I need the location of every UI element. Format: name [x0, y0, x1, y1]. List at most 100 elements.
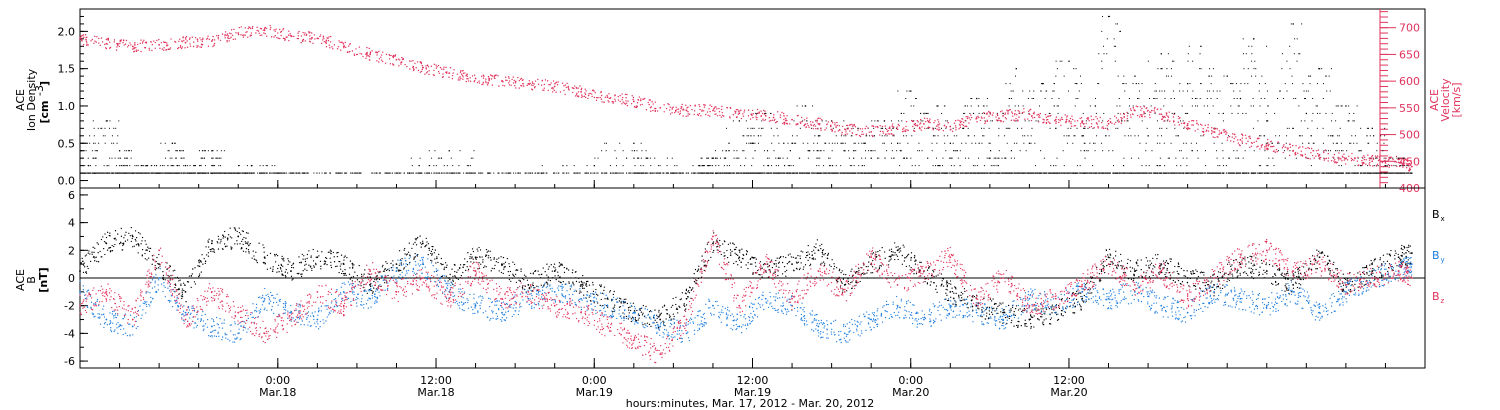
density-point: [750, 135, 752, 137]
density-point: [944, 172, 946, 174]
velocity-point: [163, 47, 165, 49]
density-point: [1328, 172, 1330, 174]
velocity-point: [142, 41, 144, 43]
density-point: [183, 165, 185, 167]
density-point: [841, 142, 843, 144]
density-point: [80, 157, 82, 159]
density-point: [1304, 120, 1306, 122]
density-point: [117, 172, 119, 174]
density-point: [1194, 172, 1196, 174]
density-point: [945, 127, 947, 129]
density-point: [536, 172, 538, 174]
density-point: [851, 165, 853, 167]
density-point: [563, 172, 565, 174]
density-point: [911, 172, 913, 174]
density-point: [1340, 105, 1342, 107]
density-point: [943, 105, 945, 107]
density-point: [1268, 157, 1270, 159]
density-point: [168, 172, 170, 174]
density-point: [439, 157, 441, 159]
density-point: [808, 172, 810, 174]
density-point: [1283, 98, 1285, 99]
velocity-point: [81, 40, 83, 42]
density-point: [1232, 83, 1234, 85]
velocity-series: [79, 24, 1413, 172]
density-point: [629, 172, 631, 174]
density-point: [160, 172, 162, 174]
density-point: [97, 172, 99, 174]
density-point: [840, 165, 842, 167]
density-point: [770, 112, 772, 114]
density-point: [557, 172, 559, 174]
density-point: [1236, 172, 1238, 174]
density-point: [1348, 172, 1350, 174]
density-point: [1098, 53, 1100, 55]
density-point: [154, 165, 156, 167]
density-point: [1126, 172, 1128, 174]
density-point: [269, 172, 271, 174]
density-point: [640, 142, 642, 144]
density-point: [861, 157, 863, 159]
density-point: [602, 172, 604, 174]
density-point: [1122, 165, 1124, 167]
density-point: [154, 172, 156, 174]
density-point: [1156, 120, 1158, 122]
density-point: [699, 165, 701, 167]
density-point: [1085, 172, 1087, 174]
density-point: [1115, 45, 1117, 47]
density-point: [809, 172, 811, 174]
density-point: [238, 172, 240, 174]
density-point: [1059, 60, 1061, 62]
density-point: [1283, 172, 1285, 174]
density-point: [770, 172, 772, 174]
density-point: [742, 150, 744, 152]
density-point: [833, 172, 835, 174]
density-point: [205, 172, 207, 174]
density-point: [943, 172, 945, 174]
density-point: [146, 165, 148, 167]
density-point: [1239, 97, 1242, 100]
velocity-point: [184, 37, 187, 39]
density-point: [1211, 75, 1213, 77]
density-point: [246, 165, 248, 167]
density-point: [934, 172, 936, 174]
density-point: [922, 172, 924, 174]
density-point: [457, 172, 459, 174]
density-point: [984, 112, 986, 114]
density-point: [291, 172, 293, 174]
density-point: [188, 172, 190, 174]
density-point: [1065, 172, 1067, 174]
density-point: [173, 165, 175, 167]
density-point: [1332, 172, 1334, 174]
density-point: [167, 165, 169, 167]
density-point: [1128, 105, 1130, 107]
density-point: [1274, 112, 1276, 114]
density-point: [1095, 172, 1097, 174]
density-point: [1102, 15, 1104, 17]
density-point: [1351, 135, 1353, 137]
density-point: [1350, 142, 1352, 144]
density-point: [1059, 172, 1061, 174]
density-point: [193, 165, 195, 167]
density-point: [786, 172, 788, 174]
density-point: [1231, 172, 1233, 174]
density-point: [1378, 172, 1380, 174]
density-point: [169, 157, 171, 159]
velocity-point: [199, 37, 201, 39]
velocity-point: [226, 33, 229, 35]
density-point: [1318, 68, 1320, 70]
velocity-point: [168, 48, 170, 51]
density-point: [159, 172, 161, 174]
density-point: [426, 172, 428, 174]
density-point: [740, 172, 742, 174]
density-point: [529, 172, 531, 174]
density-point: [730, 172, 732, 174]
density-point: [1291, 75, 1293, 77]
density-point: [908, 90, 910, 92]
density-point: [1300, 120, 1302, 122]
density-point: [767, 172, 769, 174]
density-point: [1289, 150, 1291, 152]
density-point: [802, 142, 804, 144]
density-point: [920, 120, 922, 122]
density-point: [1117, 75, 1119, 77]
